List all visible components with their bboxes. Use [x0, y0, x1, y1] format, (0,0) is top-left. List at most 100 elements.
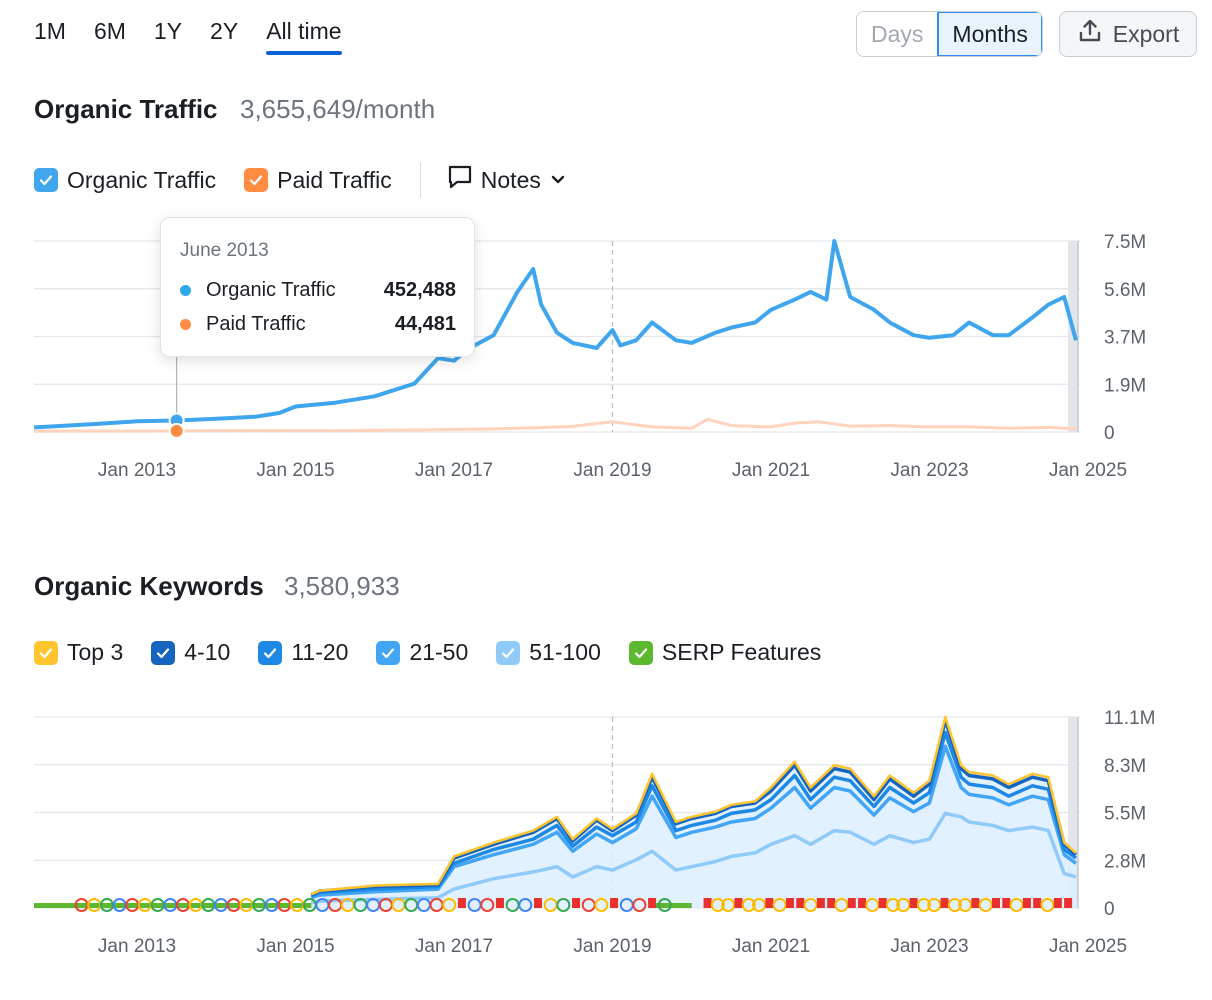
legend-51-100-label: 51-100 [529, 639, 601, 665]
tooltip-organic-label: Organic Traffic [206, 279, 336, 301]
export-button[interactable]: Export [1059, 11, 1197, 57]
keywords-x-tick: Jan 2023 [890, 936, 968, 957]
serp-flag-icon [703, 898, 712, 908]
keywords-y-tick: 5.5M [1104, 804, 1146, 825]
organic-keywords-chart[interactable]: 11.1M 8.3M 5.5M 2.8M 0 Jan 2013 Jan 2015 Jan 20… [0, 500, 1212, 1000]
traffic-x-tick: Jan 2019 [573, 460, 651, 481]
serp-features-strip [34, 903, 312, 908]
serp-flag-icon [827, 898, 836, 908]
serp-flag-icon [992, 898, 1001, 908]
legend-organic-traffic[interactable]: Organic Traffic [34, 167, 216, 194]
legend-top-3[interactable]: Top 3 [34, 639, 123, 666]
keywords-x-tick: Jan 2019 [573, 936, 651, 957]
traffic-x-tick: Jan 2015 [256, 460, 334, 481]
keywords-x-tick: Jan 2025 [1049, 936, 1127, 957]
keywords-x-tick: Jan 2013 [98, 936, 176, 957]
google-icon [556, 898, 571, 912]
range-tab-2y[interactable]: 2Y [210, 18, 239, 44]
google-icon [834, 898, 849, 912]
range-tab-6m[interactable]: 6M [93, 18, 126, 44]
tooltip-paid-value: 44,481 [394, 313, 456, 335]
google-icon [916, 898, 931, 912]
serp-flag-icon [533, 898, 542, 908]
keywords-series-line [310, 715, 1077, 896]
serp-flag-icon [495, 898, 504, 908]
google-icon [947, 898, 962, 912]
traffic-title: Organic Traffic [34, 94, 218, 124]
serp-flag-icon [785, 898, 794, 908]
keywords-series-line [310, 718, 1078, 897]
keywords-y-tick: 2.8M [1104, 851, 1146, 872]
notes-dropdown[interactable]: Notes [447, 164, 567, 196]
traffic-y-tick: 5.6M [1104, 280, 1146, 301]
legend-11-20-label: 11-20 [291, 639, 349, 665]
google-icon [442, 898, 457, 912]
checkbox-checked-icon [34, 168, 58, 192]
checkbox-checked-icon [244, 168, 269, 192]
google-icon [772, 898, 787, 912]
legend-paid-traffic-label: Paid Traffic [277, 166, 392, 193]
granularity-toggle: Days Months [856, 11, 1043, 57]
legend-51-100[interactable]: 51-100 [496, 639, 601, 666]
google-icon [958, 898, 973, 912]
serp-flag-icon [847, 898, 856, 908]
tooltip-paid-label: Paid Traffic [206, 313, 306, 335]
google-icon [1009, 898, 1024, 912]
tooltip-row-paid: Paid Traffic 44,481 [180, 313, 456, 336]
legend-organic-traffic-label: Organic Traffic [67, 166, 217, 193]
export-label: Export [1112, 20, 1180, 47]
chevron-down-icon [549, 167, 567, 194]
upload-icon [1077, 18, 1103, 50]
legend-4-10-label: 4-10 [184, 639, 231, 665]
serp-flag-icon [971, 898, 980, 908]
google-icon [594, 898, 609, 912]
serp-flag-icon [734, 898, 743, 908]
google-icon [1040, 898, 1055, 912]
keywords-title: Organic Keywords [34, 571, 264, 601]
paid-traffic-line [33, 417, 1077, 433]
serp-flag-icon [1033, 898, 1042, 908]
traffic-x-tick: Jan 2023 [890, 460, 968, 481]
range-tab-1m[interactable]: 1M [34, 18, 66, 44]
google-icon [865, 898, 880, 912]
keywords-series-line [310, 730, 1078, 898]
serp-flag-icon [1053, 898, 1062, 908]
legend-4-10[interactable]: 4-10 [151, 639, 230, 666]
keywords-legend: Top 3 4-10 11-20 21-50 51-100 SERP Featu… [34, 639, 849, 666]
months-button[interactable]: Months [937, 12, 1042, 56]
range-tab-all-time[interactable]: All time [266, 14, 343, 55]
legend-paid-traffic[interactable]: Paid Traffic [244, 167, 392, 194]
serp-flag-icon [816, 898, 825, 908]
keywords-y-tick: 8.3M [1104, 756, 1146, 777]
google-icon [978, 898, 993, 912]
legend-21-50-label: 21-50 [409, 639, 469, 665]
serp-flag-icon [765, 898, 774, 908]
traffic-x-tick: Jan 2021 [732, 460, 810, 481]
google-icon [518, 898, 533, 912]
google-icon [752, 898, 767, 912]
legend-11-20[interactable]: 11-20 [258, 639, 348, 666]
checkbox-checked-icon [34, 640, 58, 665]
google-icon [896, 898, 911, 912]
range-tabs: 1M 6M 1Y 2Y All time [34, 14, 370, 55]
paid-dot-icon [180, 319, 191, 330]
keywords-x-tick: Jan 2015 [256, 936, 334, 957]
range-tab-1y[interactable]: 1Y [153, 18, 183, 44]
days-button[interactable]: Days [857, 12, 938, 56]
keywords-series-line [310, 811, 1077, 905]
google-icon [710, 898, 725, 912]
traffic-x-tick: Jan 2025 [1049, 460, 1127, 481]
legend-21-50[interactable]: 21-50 [376, 639, 468, 666]
keywords-y-tick: 0 [1104, 899, 1115, 920]
traffic-y-tick: 7.5M [1104, 232, 1146, 253]
legend-top-3-label: Top 3 [67, 639, 124, 665]
keywords-y-tick: 11.1M [1104, 708, 1155, 729]
google-icon [885, 898, 900, 912]
serp-flag-icon [796, 898, 805, 908]
traffic-legend: Organic Traffic Paid Traffic Notes [34, 162, 567, 198]
organic-dot-icon [180, 285, 191, 296]
keywords-partial-period-band [1068, 717, 1078, 908]
legend-serp-features[interactable]: SERP Features [628, 639, 821, 666]
serp-flag-icon [572, 898, 581, 908]
keywords-area-fill [311, 720, 1076, 908]
